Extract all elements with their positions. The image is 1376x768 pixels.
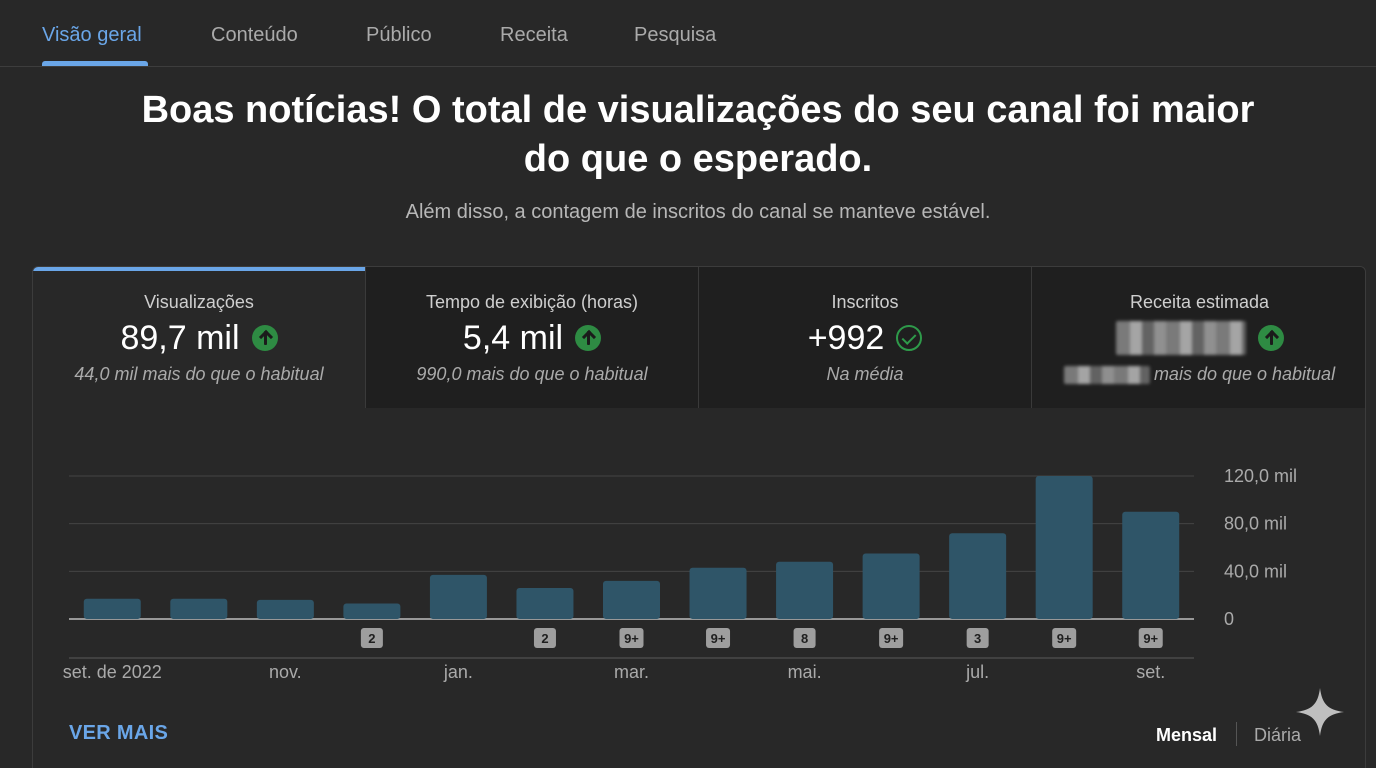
metric-card-subscribers[interactable]: Inscritos +992 Na média	[699, 267, 1032, 408]
bar[interactable]	[256, 599, 314, 619]
metric-comparison: 44,0 mil mais do que o habitual	[74, 364, 324, 384]
annotation-badge[interactable]: 9+	[1138, 628, 1163, 648]
metric-comparison: mais do que o habitual	[1153, 364, 1336, 384]
arrow-up-circle-icon	[1257, 325, 1284, 351]
x-tick-label: jul.	[965, 662, 989, 682]
badge-background	[966, 628, 989, 648]
bar[interactable]	[603, 580, 660, 619]
y-tick-label: 0	[1224, 609, 1234, 629]
badge-background	[360, 628, 383, 648]
badge-label: 2	[541, 631, 548, 646]
metric-value-row	[1032, 317, 1365, 359]
tab-bar: Visão geral Conteúdo Público Receita Pes…	[0, 0, 1376, 67]
badge-background	[706, 628, 731, 648]
badge-background	[619, 628, 644, 648]
toggle-monthly[interactable]: Mensal	[1156, 725, 1218, 745]
toggle-daily[interactable]: Diária	[1254, 725, 1302, 745]
tab-content[interactable]: Conteúdo	[211, 24, 298, 46]
toggle-divider	[1236, 722, 1237, 746]
bar[interactable]	[170, 598, 228, 619]
metric-value-row: 5,4 mil	[366, 317, 698, 359]
x-tick-label: mai.	[788, 662, 822, 682]
views-bar-chart: 0 40,0 mil 80,0 mil 120,0 mil 2 2 9+ 9+ 8 9+ 3 9+ 9+…	[32, 420, 1366, 710]
bar[interactable]	[689, 567, 747, 619]
annotation-badge[interactable]: 2	[533, 628, 556, 648]
metric-comparison: 990,0 mais do que o habitual	[416, 364, 648, 384]
active-tab-indicator	[42, 61, 148, 66]
annotation-badge[interactable]: 8	[793, 628, 816, 648]
annotation-badge[interactable]: 9+	[706, 628, 731, 648]
redacted-value	[1115, 321, 1246, 355]
arrow-up-circle-icon	[575, 325, 602, 351]
badge-background	[533, 628, 556, 648]
badge-label: 8	[801, 631, 808, 646]
badge-label: 9+	[1057, 631, 1072, 646]
metric-comparison: Na média	[826, 364, 904, 384]
bar[interactable]	[516, 588, 574, 619]
bar[interactable]	[862, 553, 920, 619]
badge-background	[793, 628, 816, 648]
metric-label: Receita estimada	[1129, 292, 1270, 312]
bar[interactable]	[429, 574, 487, 619]
headline-line-2: do que o esperado.	[523, 138, 873, 180]
badge-background	[879, 628, 904, 648]
bar[interactable]	[776, 561, 834, 619]
metric-card-revenue[interactable]: Receita estimada mais do que o habitual	[1032, 267, 1365, 408]
y-tick-label: 120,0 mil	[1224, 466, 1297, 486]
headline-line-1: Boas notícias! O total de visualizações …	[141, 89, 1255, 131]
annotation-badge[interactable]: 9+	[879, 628, 904, 648]
bar[interactable]	[1122, 511, 1180, 619]
x-tick-label: mar.	[614, 662, 649, 682]
x-tick-label: set.	[1136, 662, 1165, 682]
tab-research[interactable]: Pesquisa	[634, 24, 717, 46]
bar[interactable]	[949, 533, 1007, 619]
metric-value: 5,4 mil	[462, 318, 564, 357]
bar[interactable]	[343, 603, 401, 619]
chart-canvas: 0 40,0 mil 80,0 mil 120,0 mil 2 2 9+ 9+ 8 9+ 3 9+ 9+…	[63, 466, 1297, 682]
arrow-up-circle-icon	[251, 325, 278, 351]
x-tick-label: nov.	[269, 662, 302, 682]
sparkle-icon	[1296, 688, 1344, 736]
badge-label: 3	[974, 631, 981, 646]
x-tick-label: set. de 2022	[63, 662, 162, 682]
tab-audience[interactable]: Público	[366, 24, 432, 46]
see-more-link[interactable]: VER MAIS	[69, 722, 169, 744]
metric-comparison-row: mais do que o habitual	[1032, 364, 1365, 385]
x-tick-label: jan.	[443, 662, 473, 682]
redacted-value	[1063, 366, 1150, 385]
y-tick-label: 40,0 mil	[1224, 561, 1287, 581]
annotation-badge[interactable]: 2	[360, 628, 383, 648]
badge-background	[1052, 628, 1077, 648]
metric-card-watch-time[interactable]: Tempo de exibição (horas) 5,4 mil 990,0 …	[366, 267, 699, 408]
annotation-badge[interactable]: 3	[966, 628, 989, 648]
tab-overview[interactable]: Visão geral	[42, 24, 142, 46]
active-card-indicator	[33, 267, 365, 271]
bar[interactable]	[1035, 476, 1093, 619]
metric-label: Tempo de exibição (horas)	[425, 292, 639, 312]
bar[interactable]	[83, 598, 141, 619]
page-headline: Boas notícias! O total de visualizações …	[88, 86, 1308, 184]
metric-card-views[interactable]: Visualizações 89,7 mil 44,0 mil mais do …	[33, 267, 366, 408]
check-circle-icon	[896, 325, 923, 351]
annotation-badge[interactable]: 9+	[619, 628, 644, 648]
badge-label: 9+	[711, 631, 726, 646]
metric-label: Inscritos	[831, 292, 899, 312]
metric-value: 89,7 mil	[120, 318, 240, 357]
y-tick-label: 80,0 mil	[1224, 514, 1287, 534]
badge-background	[1138, 628, 1163, 648]
metric-label: Visualizações	[144, 292, 254, 312]
annotation-badge[interactable]: 9+	[1052, 628, 1077, 648]
badge-label: 9+	[624, 631, 639, 646]
badge-label: 9+	[1143, 631, 1158, 646]
page-subheadline: Além disso, a contagem de inscritos do c…	[405, 201, 991, 223]
badge-label: 9+	[884, 631, 899, 646]
metric-value-row: +992	[699, 317, 1031, 359]
badge-label: 2	[368, 631, 375, 646]
metric-value: +992	[807, 318, 885, 357]
metric-value-row: 89,7 mil	[33, 317, 365, 359]
tab-revenue[interactable]: Receita	[500, 24, 568, 46]
